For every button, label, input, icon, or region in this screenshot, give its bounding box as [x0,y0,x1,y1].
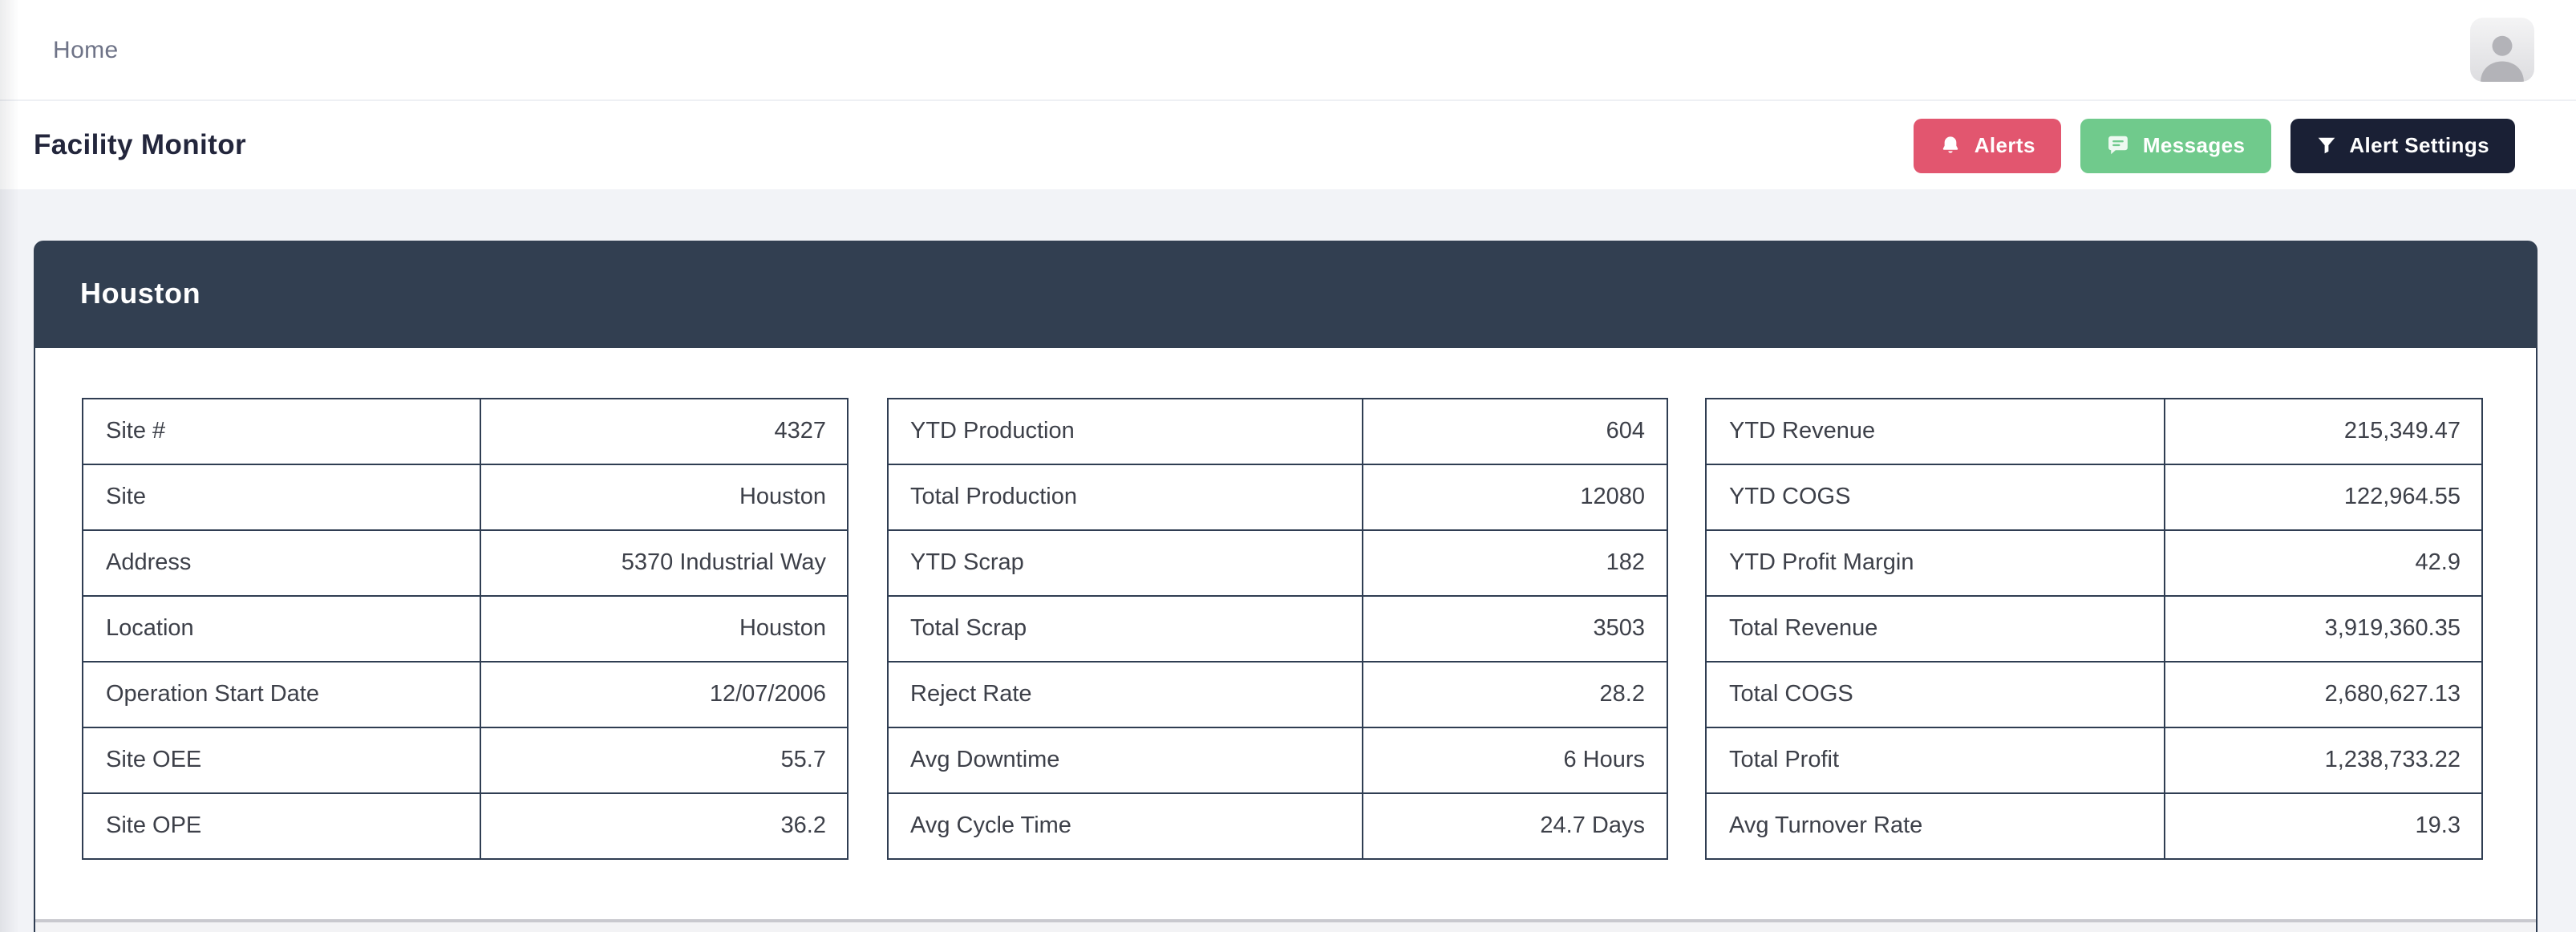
facility-card-header: Houston [34,241,2538,348]
table-row: Avg Cycle Time 24.7 Days [885,792,1667,860]
row-label: Total Profit [1705,727,2165,794]
row-value: 3,919,360.35 [2163,595,2484,663]
row-value: 3503 [1361,595,1667,663]
facility-card: Houston Site #4327 Site Houston Address 5370… [34,241,2538,932]
facility-tables: Site #4327 Site Houston Address 5370 Industr… [81,398,2484,860]
alerts-button[interactable]: Alerts [1913,118,2061,172]
row-label: Site OPE [81,792,482,860]
table-row: Total Profit 1,238,733.22 [1705,727,2484,794]
table-row: Reject Rate 28.2 [885,661,1667,728]
top-navbar: Home [0,0,2576,101]
bell-icon [1942,136,1958,152]
row-value: 19.3 [2163,792,2484,860]
row-value: 122,964.55 [2163,464,2484,531]
row-label: YTD Profit Margin [1705,529,2165,597]
row-value: 5370 Industrial Way [480,529,849,597]
table-row: Total Production 12080 [885,464,1667,531]
page-content: Houston Site #4327 Site Houston Address 5370… [0,189,2576,932]
table-row: Site OEE 55.7 [81,727,849,794]
row-value: 24.7 Days [1361,792,1667,860]
row-label: YTD Production [885,398,1363,465]
row-label: Location [81,595,482,663]
row-label: Site # [81,398,482,465]
table-row: Site OPE 36.2 [81,792,849,860]
facility-card-body: Site #4327 Site Houston Address 5370 Industr… [34,348,2538,932]
info-table-production: YTD Production 604 Total Production 12080 YT… [885,398,1667,860]
row-label: Total Scrap [885,595,1363,663]
row-value: 604 [1361,398,1667,465]
row-value: 28.2 [1361,661,1667,728]
facility-card-title: Houston [80,278,201,310]
filter-icon [2318,137,2335,154]
row-value: 215,349.47 [2163,398,2484,465]
row-label: Total Production [885,464,1363,531]
person-icon [2481,35,2524,82]
row-label: Address [81,529,482,597]
table-row: Total Scrap 3503 [885,595,1667,663]
table-row: Address 5370 Industrial Way [81,529,849,597]
row-value: 6 Hours [1361,727,1667,794]
table-row: Location Houston [81,595,849,663]
table-row: Total Revenue 3,919,360.35 [1705,595,2484,663]
page-header: Facility Monitor Alerts Messages [0,101,2576,189]
row-value: 12/07/2006 [480,661,849,728]
row-label: YTD Scrap [885,529,1363,597]
row-value: Houston [480,595,849,663]
row-value: 182 [1361,529,1667,597]
row-value: 55.7 [480,727,849,794]
header-actions: Alerts Messages Alert Settings [1913,118,2515,172]
row-value: Houston [480,464,849,531]
messages-button[interactable]: Messages [2080,118,2271,172]
table-row: Total COGS 2,680,627.13 [1705,661,2484,728]
row-value: 1,238,733.22 [2163,727,2484,794]
messages-button-label: Messages [2142,133,2246,157]
info-table-site-info: Site #4327 Site Houston Address 5370 Industr… [81,398,849,860]
info-table-financials: YTD Revenue 215,349.47 YTD COGS 122,964.55 Y… [1705,398,2484,860]
table-row: YTD Production 604 [885,398,1667,465]
row-label: Total Revenue [1705,595,2165,663]
table-row: YTD Revenue 215,349.47 [1705,398,2484,465]
row-value: 42.9 [2163,529,2484,597]
table-row: YTD COGS 122,964.55 [1705,464,2484,531]
message-icon [2108,136,2128,155]
alerts-button-label: Alerts [1974,133,2035,157]
row-value: 2,680,627.13 [2163,661,2484,728]
row-value: 36.2 [480,792,849,860]
table-row: YTD Profit Margin 42.9 [1705,529,2484,597]
row-label: Avg Turnover Rate [1705,792,2165,860]
table-row: Avg Turnover Rate 19.3 [1705,792,2484,860]
alert-settings-button[interactable]: Alert Settings [2290,118,2515,172]
table-row: Site #4327 [81,398,849,465]
table-row: Operation Start Date 12/07/2006 [81,661,849,728]
row-label: YTD COGS [1705,464,2165,531]
row-label: Avg Cycle Time [885,792,1363,860]
page-title: Facility Monitor [34,128,247,160]
breadcrumb-home[interactable]: Home [53,36,119,63]
table-row: Site Houston [81,464,849,531]
row-value: 12080 [1361,464,1667,531]
table-row: Avg Downtime 6 Hours [885,727,1667,794]
row-value: 4327 [480,398,849,465]
row-label: Total COGS [1705,661,2165,728]
row-label: Reject Rate [885,661,1363,728]
row-label: YTD Revenue [1705,398,2165,465]
horizontal-scrollbar[interactable] [35,919,2536,932]
row-label: Site OEE [81,727,482,794]
avatar[interactable] [2470,18,2534,82]
row-label: Avg Downtime [885,727,1363,794]
row-label: Operation Start Date [81,661,482,728]
row-label: Site [81,464,482,531]
alert-settings-button-label: Alert Settings [2349,133,2489,157]
table-row: YTD Scrap 182 [885,529,1667,597]
